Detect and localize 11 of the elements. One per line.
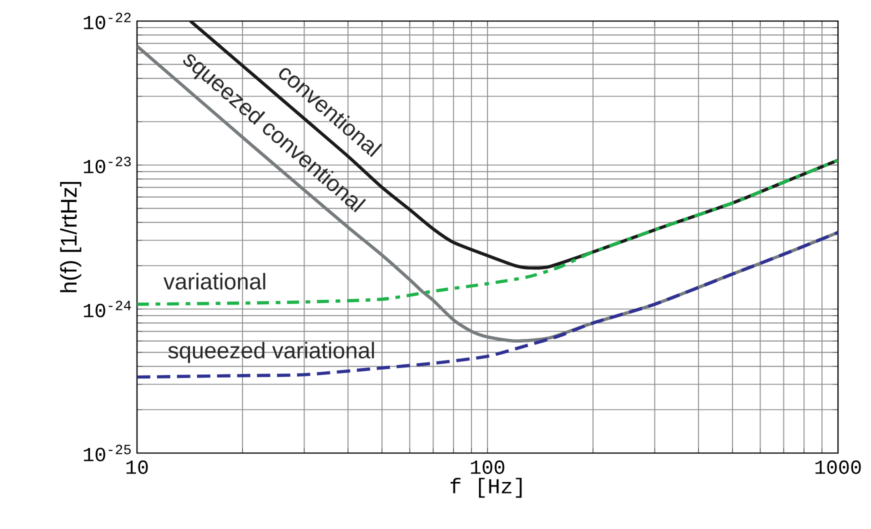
x-axis-title: f [Hz]: [450, 478, 522, 498]
y-tick-label: 10$^{-23}$: [84, 156, 131, 174]
x-tick-label: 100: [470, 460, 504, 474]
y-tick-label: 10$^{-25}$: [84, 444, 131, 462]
x-tick-label: 10: [126, 460, 148, 474]
x-tick-label: 1000: [815, 460, 861, 474]
series-label: squeezed variational: [168, 342, 374, 363]
series-label: variational: [163, 272, 266, 290]
y-tick-label: 10$^{-22}$: [84, 12, 131, 30]
y-axis-title: h(f) [1/rtHz]: [60, 182, 82, 292]
y-tick-label: 10$^{-24}$: [84, 300, 131, 318]
